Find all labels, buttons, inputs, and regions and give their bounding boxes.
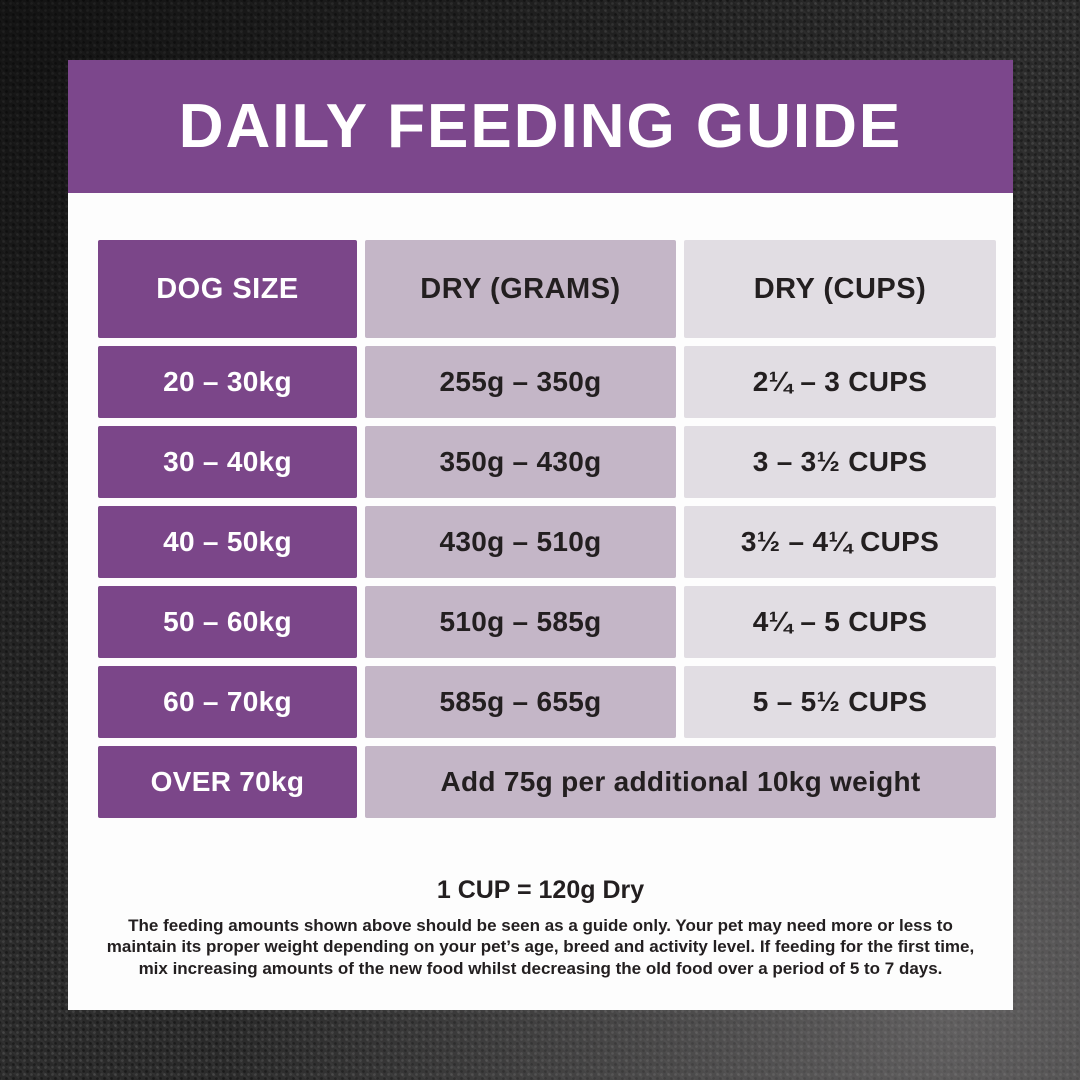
dry-cups-cell: 4¼ – 5 CUPS [684,586,996,658]
feeding-guide-card: DAILY FEEDING GUIDE DOG SIZE DRY (GRAMS)… [68,60,1013,1010]
dry-grams-cell: 510g – 585g [365,586,676,658]
header-dog-size: DOG SIZE [98,240,357,338]
dry-cups-cell: 2¼ – 3 CUPS [684,346,996,418]
table-row: 60 – 70kg 585g – 655g 5 – 5½ CUPS [98,666,996,738]
dry-grams-cell: 350g – 430g [365,426,676,498]
dog-size-cell: 40 – 50kg [98,506,357,578]
dog-size-cell: 50 – 60kg [98,586,357,658]
over-70kg-note-cell: Add 75g per additional 10kg weight [365,746,996,818]
dry-grams-cell: 585g – 655g [365,666,676,738]
title-banner: DAILY FEEDING GUIDE [68,60,1013,193]
dry-grams-cell: 430g – 510g [365,506,676,578]
feeding-table: DOG SIZE DRY (GRAMS) DRY (CUPS) 20 – 30k… [98,240,996,818]
dog-size-cell: 20 – 30kg [98,346,357,418]
header-dry-cups: DRY (CUPS) [684,240,996,338]
table-row-over-70kg: OVER 70kg Add 75g per additional 10kg we… [98,746,996,818]
dog-size-cell: OVER 70kg [98,746,357,818]
page-title: DAILY FEEDING GUIDE [178,92,903,161]
cup-equivalence-note: 1 CUP = 120g Dry [436,876,645,904]
dry-cups-cell: 3 – 3½ CUPS [684,426,996,498]
table-header-row: DOG SIZE DRY (GRAMS) DRY (CUPS) [98,240,996,338]
dry-cups-cell: 5 – 5½ CUPS [684,666,996,738]
dry-grams-cell: 255g – 350g [365,346,676,418]
table-row: 30 – 40kg 350g – 430g 3 – 3½ CUPS [98,426,996,498]
header-dry-grams: DRY (GRAMS) [365,240,676,338]
table-row: 20 – 30kg 255g – 350g 2¼ – 3 CUPS [98,346,996,418]
dry-cups-cell: 3½ – 4¼ CUPS [684,506,996,578]
table-row: 40 – 50kg 430g – 510g 3½ – 4¼ CUPS [98,506,996,578]
dog-size-cell: 30 – 40kg [98,426,357,498]
table-body: 20 – 30kg 255g – 350g 2¼ – 3 CUPS 30 – 4… [98,346,996,738]
dog-size-cell: 60 – 70kg [98,666,357,738]
table-row: 50 – 60kg 510g – 585g 4¼ – 5 CUPS [98,586,996,658]
feeding-disclaimer: The feeding amounts shown above should b… [106,916,975,978]
